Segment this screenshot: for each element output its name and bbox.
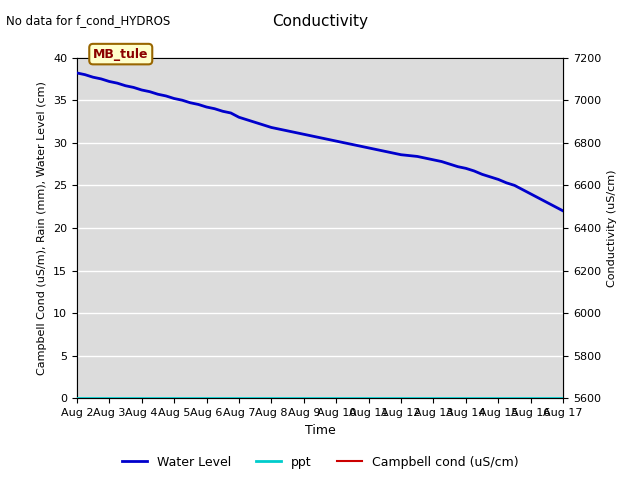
Campbell cond (uS/cm) xyxy=(300,95,308,100)
Water Level xyxy=(186,100,194,106)
Water Level xyxy=(243,117,251,123)
X-axis label: Time: Time xyxy=(305,424,335,437)
Campbell cond (uS/cm) xyxy=(508,353,515,359)
Line: Campbell cond (uS/cm): Campbell cond (uS/cm) xyxy=(77,97,563,356)
Campbell cond (uS/cm) xyxy=(177,253,184,259)
Water Level xyxy=(495,177,502,182)
Text: MB_tule: MB_tule xyxy=(93,48,148,60)
Water Level xyxy=(559,208,567,214)
Campbell cond (uS/cm) xyxy=(559,313,567,319)
Text: No data for f_cond_HYDROS: No data for f_cond_HYDROS xyxy=(6,14,171,27)
Text: Conductivity: Conductivity xyxy=(272,14,368,29)
Water Level xyxy=(73,70,81,76)
Campbell cond (uS/cm) xyxy=(449,313,457,319)
Campbell cond (uS/cm) xyxy=(144,258,152,264)
Legend: Water Level, ppt, Campbell cond (uS/cm): Water Level, ppt, Campbell cond (uS/cm) xyxy=(116,451,524,474)
Campbell cond (uS/cm) xyxy=(355,230,363,236)
Y-axis label: Campbell Cond (uS/m), Rain (mm), Water Level (cm): Campbell Cond (uS/m), Rain (mm), Water L… xyxy=(37,81,47,375)
Campbell cond (uS/cm) xyxy=(417,206,424,212)
Water Level xyxy=(332,138,340,144)
Water Level xyxy=(170,96,178,101)
Line: Water Level: Water Level xyxy=(77,73,563,211)
Campbell cond (uS/cm) xyxy=(99,253,107,259)
Campbell cond (uS/cm) xyxy=(73,193,81,199)
Y-axis label: Conductivity (uS/cm): Conductivity (uS/cm) xyxy=(607,169,617,287)
Water Level xyxy=(365,145,372,151)
